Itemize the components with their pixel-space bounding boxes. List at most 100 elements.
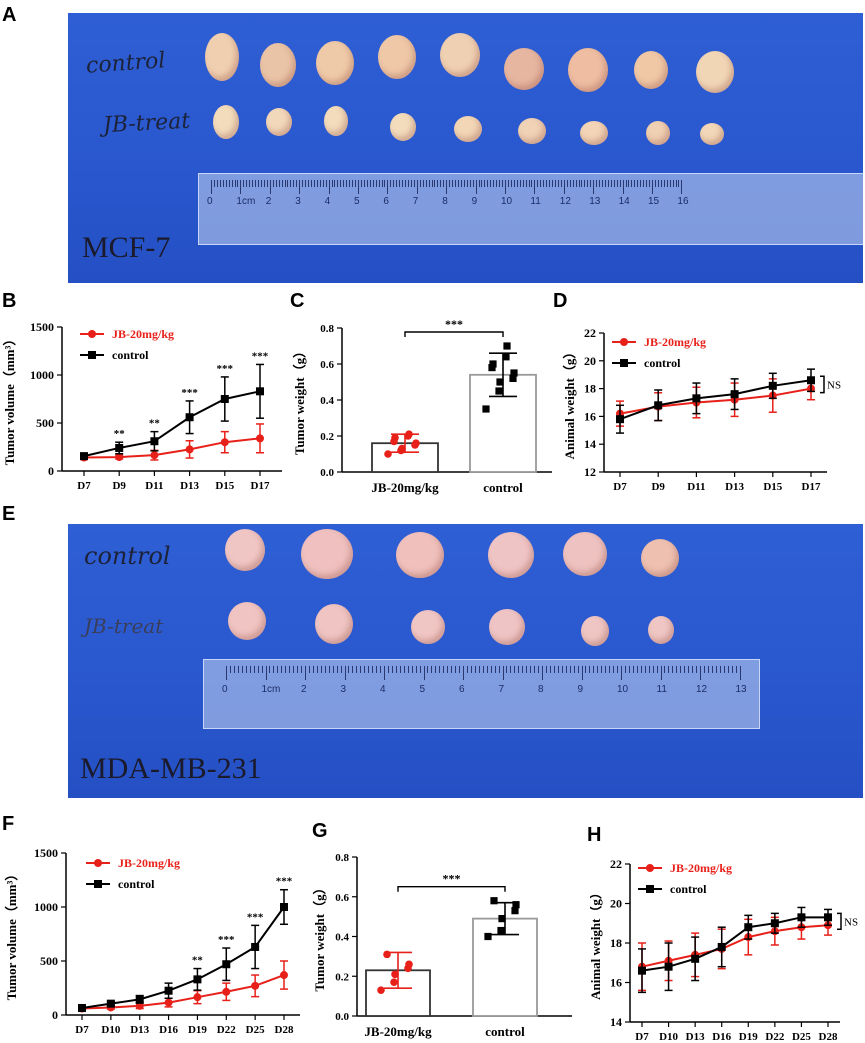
ruler-tick: [542, 666, 543, 680]
legend-marker: [88, 351, 96, 359]
ruler-tick: [228, 180, 230, 187]
ruler-tick: [516, 180, 518, 187]
legend-marker: [94, 880, 102, 888]
legend-label: JB-20mg/kg: [670, 861, 732, 875]
tumor-control: [225, 529, 265, 571]
x-tick-label: D10: [659, 1031, 678, 1040]
tumor-control: [301, 529, 353, 579]
ruler-tick: [522, 666, 524, 673]
ruler-tick: [241, 666, 243, 673]
ruler-tick: [277, 666, 279, 673]
ruler-tick: [258, 180, 260, 187]
ruler-tick: [423, 666, 425, 680]
data-point: [616, 415, 624, 424]
ruler-tick: [561, 666, 563, 673]
ruler-tick: [507, 180, 509, 187]
ruler-tick: [372, 666, 374, 673]
ruler-tick: [604, 180, 606, 187]
x-tick-label: D28: [819, 1031, 838, 1040]
ruler-tick: [581, 666, 583, 680]
ruler-tick: [378, 180, 380, 187]
legend-label: control: [118, 877, 155, 891]
ruler-tick: [470, 666, 472, 673]
ruler-tick: [573, 666, 575, 673]
data-point: [489, 360, 497, 368]
ruler-tick: [281, 666, 283, 673]
y-tick-label: 22: [584, 326, 596, 340]
significance-marker: ***: [247, 911, 264, 923]
ruler-tick: [466, 666, 468, 673]
ruler-label: 8: [442, 196, 448, 207]
x-tick-label: D19: [739, 1031, 758, 1040]
ruler-tick: [514, 666, 516, 673]
ruler-tick: [346, 180, 348, 187]
ruler-tick: [443, 180, 445, 187]
x-tick-label: D22: [217, 1024, 236, 1036]
cell-line-label: MDA-MB-231: [80, 752, 262, 785]
data-point: [405, 960, 413, 969]
ruler-label: 8: [538, 684, 544, 695]
ruler-tick: [596, 180, 598, 187]
tumor-control: [396, 532, 444, 578]
tumor-control: [378, 35, 416, 79]
data-point: [220, 438, 229, 447]
ruler-tick: [399, 666, 401, 673]
ruler-tick: [643, 180, 645, 187]
data-point: [824, 913, 832, 922]
ruler-tick: [233, 666, 235, 673]
ruler-tick: [545, 666, 547, 673]
ruler-label: 6: [383, 196, 389, 207]
ruler-tick: [739, 666, 741, 680]
ruler-tick: [589, 666, 591, 673]
ruler-label: 7: [498, 684, 505, 695]
ruler-tick: [439, 666, 441, 673]
ruler-tick: [486, 666, 488, 673]
ruler-tick: [657, 180, 659, 187]
ruler-tick: [636, 666, 638, 673]
ruler-tick: [474, 666, 476, 673]
ruler-tick: [622, 180, 624, 194]
ruler-tick: [325, 180, 327, 187]
ruler-tick: [688, 666, 690, 673]
ruler-tick: [310, 180, 312, 187]
ruler-tick: [664, 666, 666, 673]
ruler-tick: [546, 180, 548, 187]
panel-letter-d: D: [553, 290, 568, 312]
ruler-tick: [540, 180, 542, 187]
significance-marker: ***: [276, 876, 293, 888]
series-line-jb: [619, 387, 812, 415]
ruler-tick: [490, 180, 492, 187]
y-tick-label: 16: [584, 409, 596, 423]
ruler-tick: [435, 666, 437, 673]
ruler-tick: [337, 180, 339, 187]
data-point: [654, 401, 663, 410]
ruler-tick: [455, 666, 457, 673]
ruler-tick: [490, 666, 492, 673]
ruler-tick: [437, 180, 439, 187]
ruler-tick: [463, 666, 464, 680]
data-point: [391, 970, 399, 979]
ruler-tick: [557, 180, 559, 187]
ruler-tick: [269, 180, 271, 194]
ruler-tick: [696, 666, 698, 673]
ruler-tick: [427, 666, 429, 673]
ruler-tick: [478, 666, 480, 673]
ruler-tick: [460, 180, 462, 187]
data-point: [488, 364, 496, 372]
ruler-label: 9: [577, 684, 584, 695]
ruler-tick: [211, 180, 212, 194]
ruler-tick: [411, 666, 413, 673]
ruler-tick: [296, 180, 298, 187]
ruler-tick: [543, 180, 545, 187]
ruler-tick: [700, 666, 701, 680]
legend-label: JB-20mg/kg: [644, 335, 706, 349]
ruler-tick: [363, 180, 365, 187]
ruler-tick: [403, 666, 405, 673]
tumor-jb-treat: [228, 602, 266, 640]
ruler-tick: [428, 180, 430, 187]
ruler-tick: [289, 666, 291, 673]
ruler-tick: [484, 180, 486, 187]
tumor-jb-treat: [390, 113, 416, 141]
ruler-tick: [678, 180, 680, 187]
ruler-tick: [680, 666, 682, 673]
